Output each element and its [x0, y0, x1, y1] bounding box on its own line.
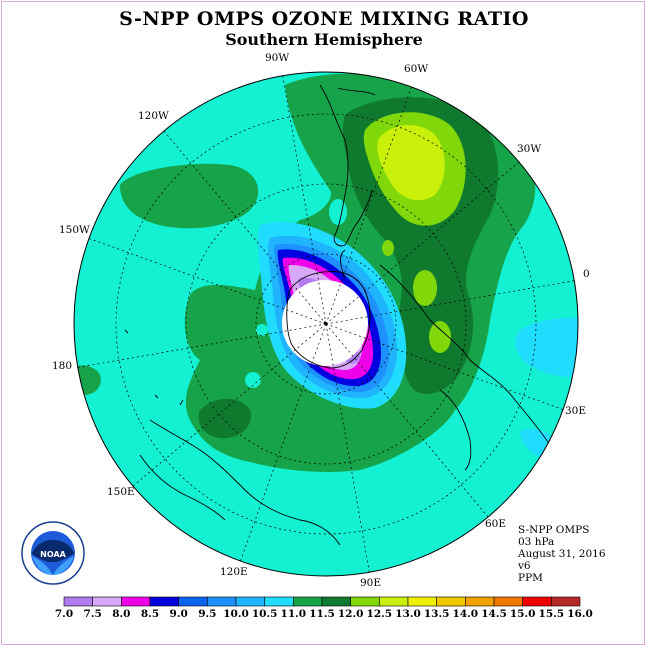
lon-label-90w: 90W — [265, 52, 290, 64]
contour-10-5-east — [515, 317, 578, 377]
contour-12-5-c — [429, 321, 451, 353]
colorbar-swatch — [264, 596, 294, 607]
lon-label-30e: 30E — [565, 405, 587, 417]
colorbar-swatch — [493, 596, 523, 607]
colorbar-tick-label: 14.0 — [452, 608, 479, 620]
colorbar-tick-label: 12.5 — [366, 608, 393, 620]
colorbar-swatch — [522, 596, 552, 607]
colorbar-tick-label: 9.5 — [198, 608, 217, 620]
colorbar-tick-label: 7.0 — [54, 608, 74, 620]
colorbar-swatch — [551, 596, 581, 607]
contour-island-a — [245, 372, 261, 388]
colorbar-swatch — [178, 596, 208, 607]
lon-label-60w: 60W — [404, 63, 429, 75]
colorbar-tick-label: 10.0 — [223, 608, 249, 620]
contour-12-5-b — [413, 270, 437, 306]
colorbar-tick-label: 8.5 — [140, 608, 160, 620]
noaa-logo: NOAA — [21, 521, 85, 585]
colorbar-swatch — [293, 596, 323, 607]
colorbar-tick-label: 16.0 — [567, 608, 593, 620]
lon-label-60e: 60E — [485, 518, 507, 530]
colorbar-swatch — [321, 596, 351, 607]
colorbar-tick-label: 9.0 — [169, 608, 188, 620]
lon-label-120e: 120E — [220, 566, 248, 578]
colorbar-swatch — [379, 596, 409, 607]
map-title: S-NPP OMPS OZONE MIXING RATIO — [119, 8, 529, 30]
info-unit: PPM — [518, 572, 543, 584]
colorbar-tick-label: 11.5 — [309, 608, 335, 620]
colorbar-swatch — [235, 596, 265, 607]
contour-13-0 — [377, 124, 445, 201]
contour-12-5-d — [382, 240, 394, 256]
colorbar-swatch — [92, 596, 122, 607]
info-instrument: S-NPP OMPS — [518, 524, 590, 536]
colorbar-tick-label: 11.0 — [280, 608, 307, 620]
colorbar-tick-label: 13.5 — [423, 608, 450, 620]
contour-island-c — [329, 199, 347, 225]
colorbar-swatch — [121, 596, 151, 607]
info-version: v6 — [518, 560, 531, 572]
info-block: S-NPP OMPS 03 hPa August 31, 2016 v6 PPM — [518, 524, 606, 584]
colorbar-tick-label: 10.5 — [251, 608, 278, 620]
colorbar-tick-label: 12.0 — [337, 608, 364, 620]
info-level: 03 hPa — [518, 536, 555, 548]
colorbar-tick-label: 14.5 — [481, 608, 507, 620]
colorbar-tick-label: 15.0 — [509, 608, 536, 620]
lon-label-30w: 30W — [517, 143, 542, 155]
colorbar-tick-label: 15.5 — [538, 608, 565, 620]
lon-label-120w: 120W — [138, 110, 169, 122]
colorbar-tick-label: 7.5 — [83, 608, 102, 620]
info-date: August 31, 2016 — [518, 548, 606, 560]
colorbar-swatch — [63, 596, 93, 607]
colorbar-tick-label: 13.0 — [395, 608, 421, 620]
lon-label-180: 180 — [52, 360, 73, 372]
lon-label-90e: 90E — [360, 577, 382, 589]
contour-island-b — [256, 324, 268, 336]
lon-label-0: 0 — [583, 268, 590, 280]
noaa-logo-text: NOAA — [40, 550, 66, 559]
colorbar-swatch — [149, 596, 179, 607]
contour-12-0-b — [198, 398, 251, 439]
colorbar-swatch — [350, 596, 380, 607]
colorbar — [63, 596, 581, 607]
map-subtitle: Southern Hemisphere — [225, 30, 423, 49]
graticule — [74, 72, 578, 576]
colorbar-swatch — [407, 596, 437, 607]
contour-11-5-pacific — [120, 163, 259, 229]
lon-label-150w: 150W — [59, 224, 90, 236]
colorbar-swatch — [207, 596, 237, 607]
colorbar-swatch — [465, 596, 495, 607]
colorbar-tick-label: 8.0 — [112, 608, 131, 620]
lon-label-150e: 150E — [107, 486, 135, 498]
colorbar-swatch — [436, 596, 466, 607]
map-border — [73, 71, 579, 577]
